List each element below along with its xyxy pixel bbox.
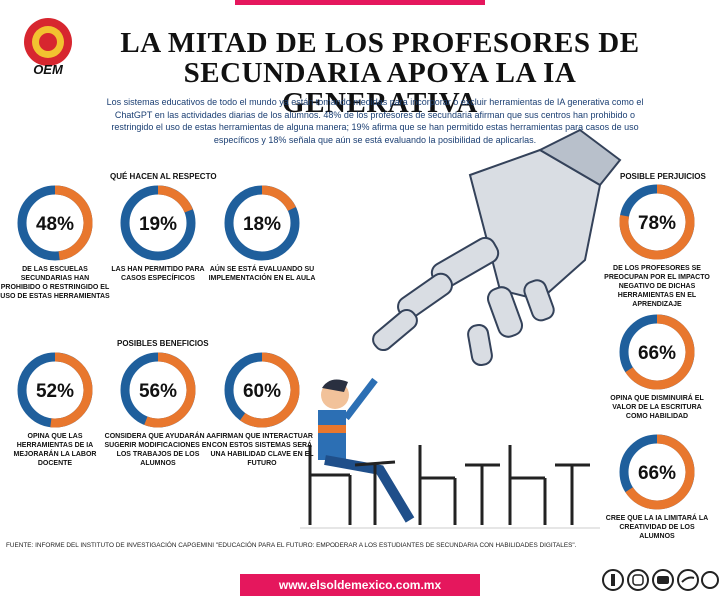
caption: AÚN SE ESTÁ EVALUANDO SU IMPLEMENTACIÓN … (208, 266, 316, 282)
logo-emblem (24, 18, 72, 66)
caption: DE LOS PROFESORES SE PREOCUPAN POR EL IM… (604, 265, 710, 308)
donut-label: 18% (243, 214, 281, 235)
donut-label: 19% (139, 214, 177, 235)
section-title: POSIBLES BENEFICIOS (117, 339, 209, 348)
caption: CONSIDERA QUE AYUDARÁN A SUGERIR MODIFIC… (104, 433, 212, 467)
donut-arc (157, 185, 193, 213)
donut-label: 56% (139, 381, 177, 402)
top-bar (235, 0, 485, 5)
caption: CREE QUE LA IA LIMITARÁ LA CREATIVIDAD D… (605, 515, 709, 540)
donut-arc (50, 352, 93, 428)
logo-text: OEM (33, 62, 64, 77)
donut-label: 52% (36, 381, 74, 402)
intro: Los sistemas educativos de todo el mundo… (106, 97, 644, 145)
donut-label: 66% (638, 343, 676, 364)
section-title: POSIBLE PERJUICIOS (620, 172, 706, 181)
donut-arc (625, 434, 695, 510)
donut-label: 66% (638, 463, 676, 484)
caption: DE LAS ESCUELAS SECUNDARIAS HAN PROHIBID… (0, 266, 110, 300)
caption: LAS HAN PERMITIDO PARA CASOS ESPECÍFICOS (111, 266, 205, 282)
donut-arc (54, 185, 93, 261)
section-title: QUÉ HACEN AL RESPECTO (110, 172, 217, 181)
caption: OPINA QUE DISMINUIRÁ EL VALOR DE LA ESCR… (610, 395, 704, 420)
source: FUENTE: INFORME DEL INSTITUTO DE INVESTI… (6, 542, 577, 549)
donut-arc (619, 184, 695, 260)
caption: AFIRMAN QUE INTERACTUAR CON ESTOS SISTEM… (210, 433, 314, 467)
url[interactable]: www.elsoldemexico.com.mx (240, 574, 480, 596)
donut-label: 48% (36, 214, 74, 235)
donut-arc (625, 314, 695, 390)
robot-hand (372, 128, 622, 367)
title-line: SECUNDARIA APOYA LA IA GENERATIVA (183, 57, 577, 119)
donut-label: 78% (638, 213, 676, 234)
student (308, 377, 415, 525)
donut-arc (144, 352, 196, 428)
donut-arc (239, 352, 300, 428)
donut-arc (261, 185, 296, 212)
social-icons (602, 569, 719, 591)
desks (300, 445, 600, 529)
caption: OPINA QUE LAS HERRAMIENTAS DE IA MEJORAR… (13, 433, 97, 467)
donut-label: 60% (243, 381, 281, 402)
title-line: LA MITAD DE LOS PROFESORES DE (120, 27, 640, 59)
